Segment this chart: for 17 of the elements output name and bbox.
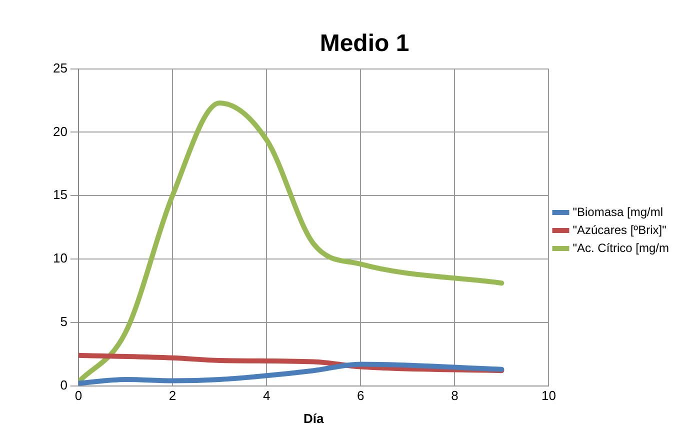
legend-label: "Azúcares [ºBrix]" (572, 222, 666, 237)
legend-label: "Biomasa [mg/ml (572, 204, 664, 219)
x-tick-label: 2 (168, 388, 176, 404)
x-tick-label: 4 (262, 388, 270, 404)
y-tick-label: 5 (60, 314, 68, 329)
y-tick-label: 20 (52, 124, 68, 139)
x-tick-label: 0 (74, 388, 82, 404)
y-tick-label: 0 (60, 377, 68, 392)
x-tick-label: 8 (451, 388, 458, 404)
y-tick-label: 10 (52, 250, 68, 266)
y-tick-label: 25 (52, 60, 68, 76)
y-tick-label: 15 (52, 187, 68, 202)
x-axis-title: Día (303, 410, 324, 426)
x-tick-label: 10 (541, 388, 556, 404)
x-tick-label: 6 (357, 388, 364, 404)
legend-label: "Ac. Cítrico [mg/m (572, 240, 670, 255)
chart-title: Medio 1 (320, 30, 410, 58)
